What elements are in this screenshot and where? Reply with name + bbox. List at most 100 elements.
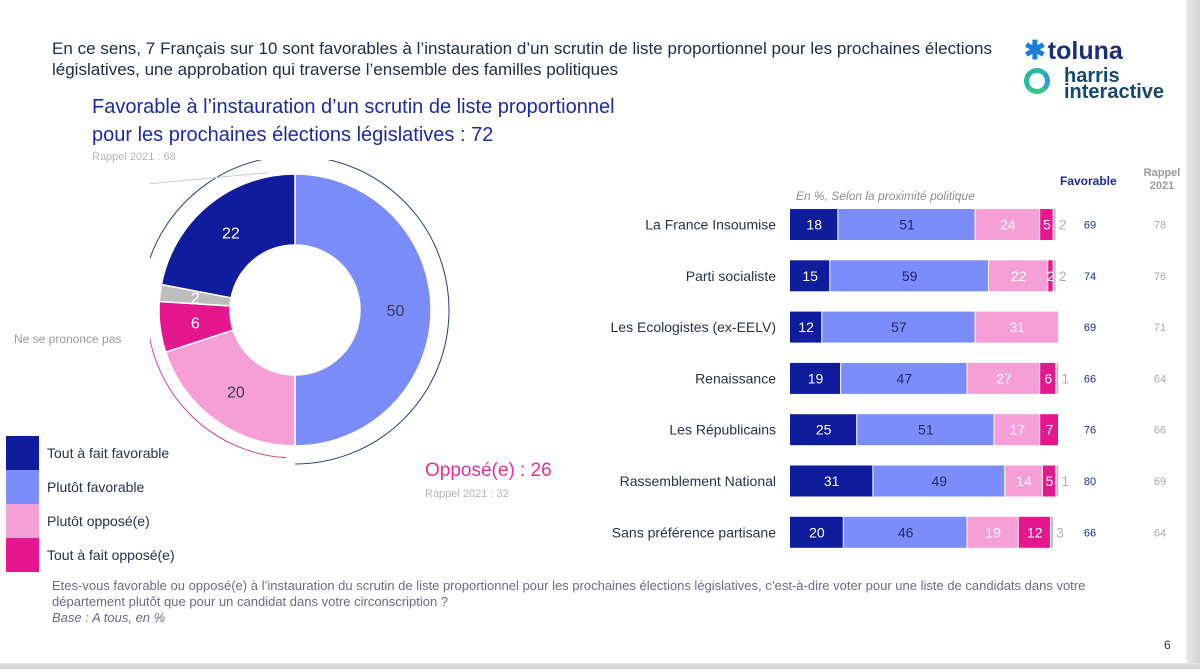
favorable-value: 76 [1084,425,1096,437]
bar-segment [790,362,841,394]
legend-item: Plutôt opposé(e) [6,504,226,538]
bar-segment-label: 3 [1056,524,1064,540]
favorable-value: 66 [1084,527,1096,539]
bar-segment [1040,414,1058,446]
bar-segment [967,362,1040,394]
toluna-logo-text: toluna [1047,37,1123,65]
bar-category-label: Sans préférence partisane [612,524,776,540]
rappel-2021-value: 64 [1154,527,1166,539]
survey-base: Base : A tous, en % [52,610,166,625]
bar-category-label: La France Insoumise [645,217,776,233]
slide-headline: En ce sens, 7 Français sur 10 sont favor… [52,39,992,79]
bar-segment [841,362,967,394]
bar-segment-label: 7 [1046,422,1054,438]
rappel-2021-value: 66 [1154,425,1166,437]
survey-question-text: Etes-vous favorable ou opposé(e) à l’ins… [52,578,1086,609]
legend-label: Plutôt opposé(e) [47,513,150,529]
no-opinion-leader-line [150,172,269,185]
bar-segment-label: 20 [809,524,825,540]
bar-segment-label: 2 [1059,217,1067,233]
harris-ring-icon [1024,68,1050,94]
legend-swatch [6,538,39,572]
no-opinion-label: Ne se prononce pas [14,332,122,346]
bar-segment [975,209,1040,240]
bar-segment-label: 1 [1061,473,1069,489]
toluna-logo: ✱toluna [1024,36,1123,65]
donut-slice-label: 50 [387,303,405,320]
bar-segment [1056,465,1059,497]
bar-segment [1018,516,1050,548]
bar-segment-label: 12 [798,319,814,335]
bar-segment-label: 15 [802,268,818,284]
harris-interactive-logo: harris interactive [1024,65,1174,108]
bar-segment [1053,260,1056,292]
bar-segment-label: 19 [808,370,824,386]
rappel-2021-value: 76 [1154,271,1166,283]
page-number: 6 [1164,638,1171,652]
favorable-title-line2: pour les prochaines élections législativ… [92,124,494,146]
bar-segment-label: 5 [1043,217,1051,233]
bar-segment-label: 14 [1016,473,1032,489]
bar-segment-label: 57 [891,319,907,335]
bar-segment-label: 51 [918,422,934,438]
donut-slice [160,173,296,299]
bar-segment-label: 31 [824,473,840,489]
bar-segment [1048,260,1053,292]
harris-logo-text: harris [1064,65,1120,87]
favorable-title-line1: Favorable à l’instauration d’un scrutin … [92,96,615,118]
bar-segment-label: 22 [1011,268,1027,284]
bar-category-label: Parti socialiste [686,268,776,284]
bar-segment-label: 19 [985,524,1001,540]
bar-segment-label: 18 [806,217,822,233]
bar-category-label: Les Républicains [669,422,776,438]
bar-segment [1042,465,1056,497]
rappel-header-line1: Rappel [1143,167,1181,179]
bar-segment [967,516,1018,548]
bar-segment [873,465,1005,497]
bar-segment-label: 24 [1000,217,1016,233]
rappel-column-header: Rappel 2021 [1132,167,1192,193]
legend-label: Tout à fait opposé(e) [47,547,175,563]
rappel-header-line2: 2021 [1149,180,1175,192]
donut-slice-label: 20 [227,384,245,401]
legend-swatch [6,436,39,470]
bar-segment-label: 2 [1059,268,1067,284]
bar-segment [830,260,989,292]
legend-label: Plutôt favorable [47,479,145,495]
bar-segment-label: 5 [1046,473,1054,489]
legend-item: Tout à fait favorable [6,436,226,470]
donut-slice-label: 2 [191,290,200,307]
slide-frame-bottom [0,663,1200,669]
bar-segment-label: 12 [1027,524,1043,540]
bar-segment-label: 1 [1061,370,1069,386]
bar-segment [790,209,838,240]
toluna-star-icon: ✱ [1024,35,1046,65]
favorable-value: 74 [1084,271,1096,283]
bar-segment [790,260,830,292]
bars-note: En %, Selon la proximité politique [796,189,975,203]
rappel-2021-value: 78 [1154,220,1166,232]
legend-item: Tout à fait opposé(e) [6,538,226,572]
bar-segment-label: 31 [1010,319,1026,335]
bar-segment-label: 17 [1010,422,1026,438]
bar-segment [790,311,822,343]
rappel-2021-value: 69 [1154,476,1166,488]
donut-slice-label: 22 [222,226,240,243]
legend-swatch [6,504,39,538]
bar-segment [838,209,975,240]
bar-segment [1050,516,1053,548]
bar-segment [790,414,857,446]
slide-frame-right [1186,0,1200,669]
bar-segment-label: 46 [898,524,914,540]
bar-segment [843,516,967,548]
bar-segment [1005,465,1042,497]
favorable-bracket-arc [150,160,450,465]
rappel-2021-value: 71 [1154,322,1166,334]
bar-segment [975,311,1058,343]
interactive-logo-text: interactive [1064,81,1165,103]
bar-segment-label: 2 [1047,268,1055,284]
bar-segment [994,414,1040,446]
donut-slice [164,329,296,447]
bar-segment-label: 25 [816,422,832,438]
